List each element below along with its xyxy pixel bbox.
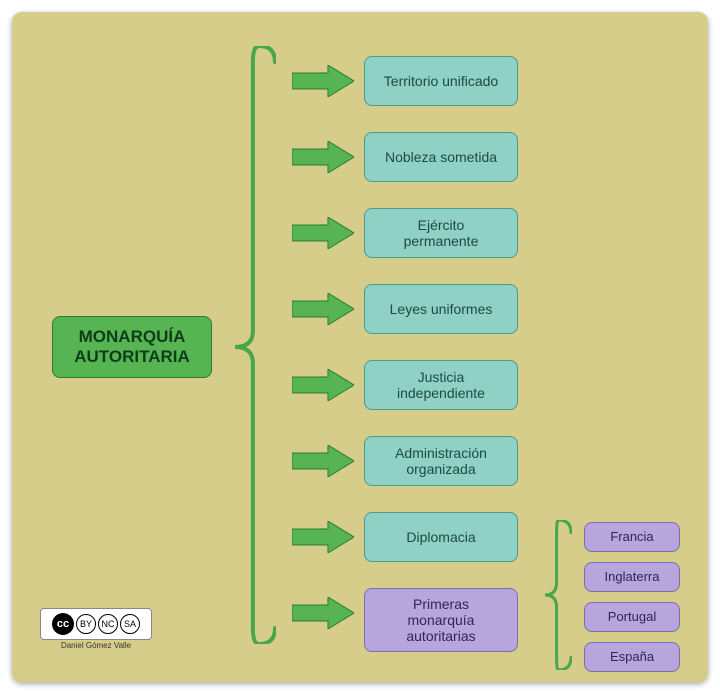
feature-node: Justicia independiente — [364, 360, 518, 410]
feature-node: Nobleza sometida — [364, 132, 518, 182]
feature-node: Administración organizada — [364, 436, 518, 486]
node-label: España — [610, 650, 654, 665]
arrow-icon — [292, 65, 354, 102]
node-label: Francia — [610, 530, 653, 545]
node-label: Primeras monarquía autoritarias — [406, 596, 475, 644]
node-label: Leyes uniformes — [390, 301, 493, 317]
country-node: Francia — [584, 522, 680, 552]
root-label: MONARQUÍA AUTORITARIA — [74, 327, 190, 366]
root-node: MONARQUÍA AUTORITARIA — [52, 316, 212, 378]
feature-node: Territorio unificado — [364, 56, 518, 106]
diagram-canvas: MONARQUÍA AUTORITARIA Territorio unifica… — [12, 12, 708, 682]
examples-node: Primeras monarquía autoritarias — [364, 588, 518, 652]
bracket-main — [234, 46, 276, 644]
feature-node: Leyes uniformes — [364, 284, 518, 334]
license-badge: cc BY NC SA Daniel Gómez Valle — [40, 608, 152, 650]
arrow-icon — [292, 293, 354, 330]
attribution-author: Daniel Gómez Valle — [40, 642, 152, 650]
node-label: Portugal — [608, 610, 656, 625]
country-node: Portugal — [584, 602, 680, 632]
arrow-icon — [292, 445, 354, 482]
node-label: Nobleza sometida — [385, 149, 497, 165]
bracket-sub — [544, 520, 572, 670]
country-node: España — [584, 642, 680, 672]
feature-node: Diplomacia — [364, 512, 518, 562]
feature-node: Ejército permanente — [364, 208, 518, 258]
sa-icon: SA — [120, 614, 140, 634]
node-label: Ejército permanente — [404, 217, 479, 249]
cc-icon: cc — [52, 613, 74, 635]
arrow-icon — [292, 217, 354, 254]
arrow-icon — [292, 521, 354, 558]
license-plate: cc BY NC SA — [40, 608, 152, 640]
node-label: Inglaterra — [605, 570, 660, 585]
node-label: Diplomacia — [406, 529, 475, 545]
node-label: Territorio unificado — [384, 73, 498, 89]
arrow-icon — [292, 141, 354, 178]
nc-icon: NC — [98, 614, 118, 634]
by-icon: BY — [76, 614, 96, 634]
arrow-icon — [292, 597, 354, 634]
arrow-icon — [292, 369, 354, 406]
node-label: Justicia independiente — [397, 369, 485, 401]
node-label: Administración organizada — [395, 445, 487, 477]
country-node: Inglaterra — [584, 562, 680, 592]
